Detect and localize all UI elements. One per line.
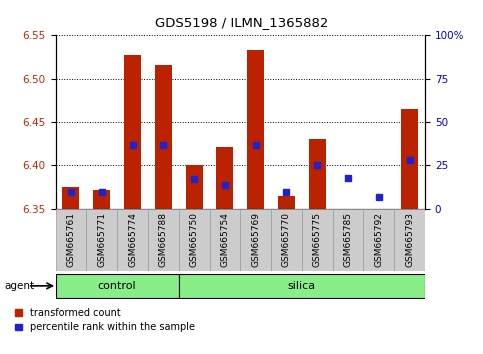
Text: GSM665750: GSM665750: [190, 212, 199, 267]
Bar: [62, 187, 79, 209]
FancyBboxPatch shape: [271, 209, 302, 271]
FancyBboxPatch shape: [333, 209, 364, 271]
Bar: [278, 196, 295, 209]
Text: GSM665761: GSM665761: [67, 212, 75, 267]
Bar: [247, 50, 264, 209]
Text: GDS5198 / ILMN_1365882: GDS5198 / ILMN_1365882: [155, 16, 328, 29]
FancyBboxPatch shape: [179, 209, 210, 271]
Text: GSM665788: GSM665788: [159, 212, 168, 267]
Text: GSM665771: GSM665771: [97, 212, 106, 267]
FancyBboxPatch shape: [210, 209, 240, 271]
Text: GSM665770: GSM665770: [282, 212, 291, 267]
Text: GSM665792: GSM665792: [374, 212, 384, 267]
Text: GSM665775: GSM665775: [313, 212, 322, 267]
Text: GSM665754: GSM665754: [220, 212, 229, 267]
FancyBboxPatch shape: [364, 209, 394, 271]
FancyBboxPatch shape: [240, 209, 271, 271]
Text: GSM665769: GSM665769: [251, 212, 260, 267]
Legend: transformed count, percentile rank within the sample: transformed count, percentile rank withi…: [14, 308, 195, 332]
Bar: [370, 209, 387, 214]
FancyBboxPatch shape: [86, 209, 117, 271]
FancyBboxPatch shape: [56, 274, 179, 298]
FancyBboxPatch shape: [148, 209, 179, 271]
FancyBboxPatch shape: [56, 209, 86, 271]
Text: GSM665785: GSM665785: [343, 212, 353, 267]
Bar: [401, 109, 418, 209]
Text: GSM665793: GSM665793: [405, 212, 414, 267]
Bar: [309, 139, 326, 209]
Bar: [185, 165, 202, 209]
Text: control: control: [98, 281, 136, 291]
Text: GSM665774: GSM665774: [128, 212, 137, 267]
FancyBboxPatch shape: [394, 209, 425, 271]
FancyBboxPatch shape: [302, 209, 333, 271]
Bar: [155, 65, 172, 209]
Text: agent: agent: [5, 281, 35, 291]
FancyBboxPatch shape: [179, 274, 425, 298]
Bar: [124, 55, 141, 209]
Bar: [93, 190, 110, 209]
FancyBboxPatch shape: [117, 209, 148, 271]
Text: silica: silica: [288, 281, 316, 291]
Bar: [216, 147, 233, 209]
